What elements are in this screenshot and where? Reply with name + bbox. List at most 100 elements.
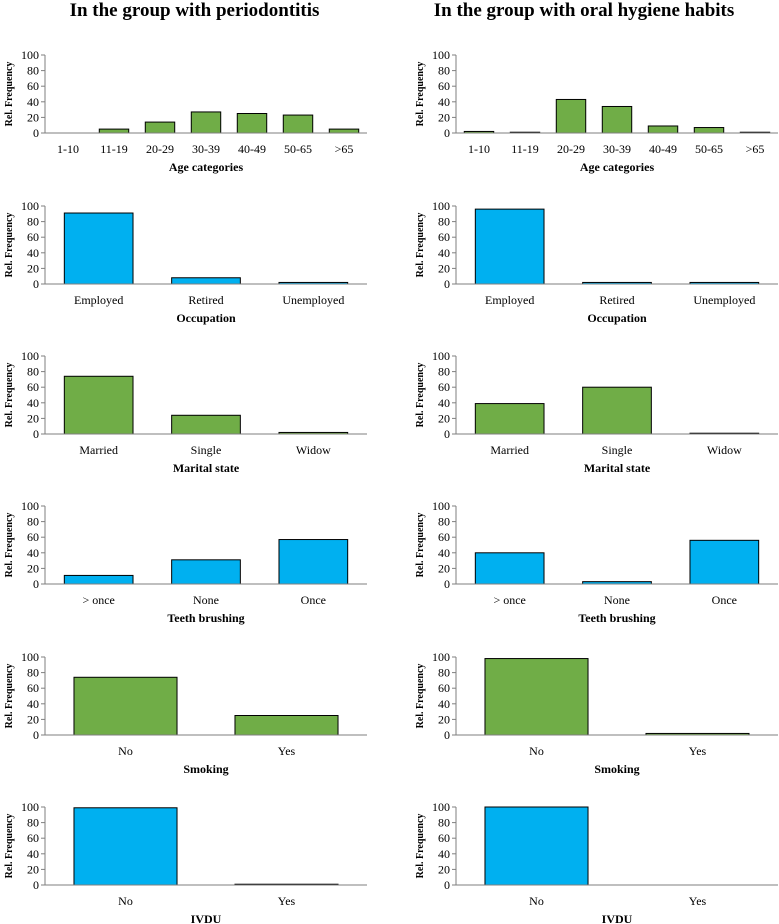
y-tick-label: 80 bbox=[438, 515, 450, 529]
bar-once bbox=[689, 539, 760, 585]
y-tick-label: 20 bbox=[438, 110, 450, 124]
bar-50-65 bbox=[282, 114, 314, 134]
x-axis-title: IVDU bbox=[191, 912, 222, 924]
x-axis-title: IVDU bbox=[602, 912, 633, 924]
y-tick-label: 60 bbox=[27, 230, 39, 244]
bar-30-39 bbox=[190, 111, 222, 134]
y-tick-label: 100 bbox=[432, 199, 450, 213]
bar-40-49 bbox=[236, 113, 268, 134]
y-tick-label: 0 bbox=[444, 878, 450, 892]
y-tick-label: 60 bbox=[438, 831, 450, 845]
x-tick-label-employed: Employed bbox=[74, 293, 123, 307]
x-tick-label-retired: Retired bbox=[599, 293, 634, 307]
x-axis-title: Age categories bbox=[169, 160, 244, 174]
x-tick-label-1-10: 1-10 bbox=[57, 142, 79, 156]
bar-11-19 bbox=[98, 128, 130, 134]
x-tick-label-once: > once bbox=[82, 593, 114, 607]
y-tick-label: 80 bbox=[27, 666, 39, 680]
y-tick-label: 80 bbox=[438, 215, 450, 229]
bar-single bbox=[582, 386, 652, 435]
y-tick-label: 20 bbox=[438, 411, 450, 425]
y-tick-label: 40 bbox=[438, 95, 450, 109]
y-tick-label: 100 bbox=[432, 650, 450, 664]
x-tick-label-married: Married bbox=[490, 443, 529, 457]
y-axis-title: Rel. Frequency bbox=[4, 363, 15, 428]
y-tick-label: 100 bbox=[432, 499, 450, 513]
y-tick-label: 20 bbox=[438, 261, 450, 275]
y-tick-label: 60 bbox=[27, 79, 39, 93]
y-tick-label: 40 bbox=[438, 396, 450, 410]
y-tick-label: 100 bbox=[21, 48, 39, 62]
y-tick-label: 60 bbox=[438, 230, 450, 244]
x-tick-label-30-39: 30-39 bbox=[192, 142, 220, 156]
bar-once bbox=[474, 552, 545, 585]
y-axis-title: Rel. Frequency bbox=[415, 814, 426, 879]
bar-single bbox=[171, 414, 241, 435]
y-axis-title: Rel. Frequency bbox=[415, 513, 426, 578]
y-tick-label: 100 bbox=[21, 650, 39, 664]
y-tick-label: 0 bbox=[444, 728, 450, 742]
x-tick-label-yes: Yes bbox=[278, 744, 296, 758]
y-tick-label: 0 bbox=[33, 577, 39, 591]
y-tick-label: 60 bbox=[27, 380, 39, 394]
x-tick-label-no: No bbox=[529, 894, 544, 908]
bar-40-49 bbox=[647, 125, 679, 134]
column-title-oral-hygiene: In the group with oral hygiene habits bbox=[433, 0, 735, 21]
y-tick-label: 40 bbox=[438, 847, 450, 861]
x-axis-title: Age categories bbox=[580, 160, 655, 174]
x-axis-title: Teeth brushing bbox=[167, 611, 244, 625]
x-tick-label-no: No bbox=[118, 744, 133, 758]
y-tick-label: 80 bbox=[438, 365, 450, 379]
bar-20-29 bbox=[555, 98, 587, 134]
x-tick-label-11-19: 11-19 bbox=[100, 142, 128, 156]
y-tick-label: 60 bbox=[438, 380, 450, 394]
x-tick-label-unemployed: Unemployed bbox=[693, 293, 755, 307]
x-tick-label-65: >65 bbox=[335, 142, 354, 156]
x-tick-label-once: Once bbox=[712, 593, 737, 607]
y-tick-label: 60 bbox=[438, 79, 450, 93]
x-tick-label-none: None bbox=[193, 593, 219, 607]
bar-married bbox=[63, 375, 134, 435]
y-tick-label: 80 bbox=[27, 64, 39, 78]
y-axis-title: Rel. Frequency bbox=[415, 213, 426, 278]
x-axis-title: Occupation bbox=[176, 311, 236, 325]
x-tick-label-20-29: 20-29 bbox=[557, 142, 585, 156]
y-tick-label: 100 bbox=[432, 800, 450, 814]
y-tick-label: 0 bbox=[444, 577, 450, 591]
bar-employed bbox=[63, 212, 134, 285]
y-axis-title: Rel. Frequency bbox=[415, 62, 426, 127]
x-axis-title: Marital state bbox=[173, 461, 240, 475]
x-tick-label-11-19: 11-19 bbox=[511, 142, 539, 156]
bar-no bbox=[484, 806, 589, 886]
bar-no bbox=[73, 676, 178, 736]
y-tick-label: 80 bbox=[438, 666, 450, 680]
x-tick-label-none: None bbox=[604, 593, 630, 607]
x-axis-title: Teeth brushing bbox=[578, 611, 655, 625]
y-tick-label: 20 bbox=[438, 862, 450, 876]
y-tick-label: 20 bbox=[27, 862, 39, 876]
bar-65 bbox=[328, 128, 360, 134]
y-tick-label: 80 bbox=[27, 515, 39, 529]
y-tick-label: 40 bbox=[27, 546, 39, 560]
x-tick-label-employed: Employed bbox=[485, 293, 534, 307]
x-tick-label-single: Single bbox=[602, 443, 633, 457]
y-tick-label: 40 bbox=[27, 847, 39, 861]
y-tick-label: 60 bbox=[27, 530, 39, 544]
x-tick-label-once: Once bbox=[301, 593, 326, 607]
x-axis-title: Smoking bbox=[594, 762, 639, 776]
y-tick-label: 60 bbox=[438, 530, 450, 544]
y-tick-label: 100 bbox=[21, 800, 39, 814]
y-tick-label: 0 bbox=[33, 728, 39, 742]
y-tick-label: 0 bbox=[444, 126, 450, 140]
y-tick-label: 100 bbox=[21, 349, 39, 363]
y-tick-label: 80 bbox=[438, 816, 450, 830]
bar-employed bbox=[474, 208, 545, 285]
